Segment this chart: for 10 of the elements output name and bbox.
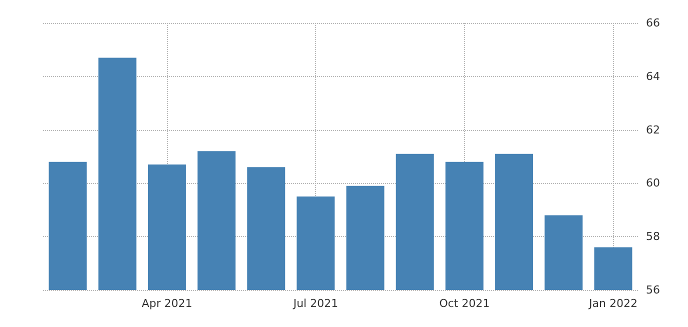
x-tick-label: Jul 2021 [292, 297, 338, 310]
y-tick-label: 56 [646, 284, 660, 296]
y-tick-label: 58 [646, 230, 660, 244]
y-tick-label: 60 [646, 176, 660, 190]
y-tick-label: 66 [646, 16, 660, 30]
x-tick-label: Apr 2021 [142, 297, 192, 310]
x-tick-label: Jan 2022 [588, 297, 638, 310]
y-tick-label: 62 [646, 123, 660, 136]
x-tick-label: Oct 2021 [439, 297, 490, 310]
y-tick-label: 64 [646, 70, 660, 83]
